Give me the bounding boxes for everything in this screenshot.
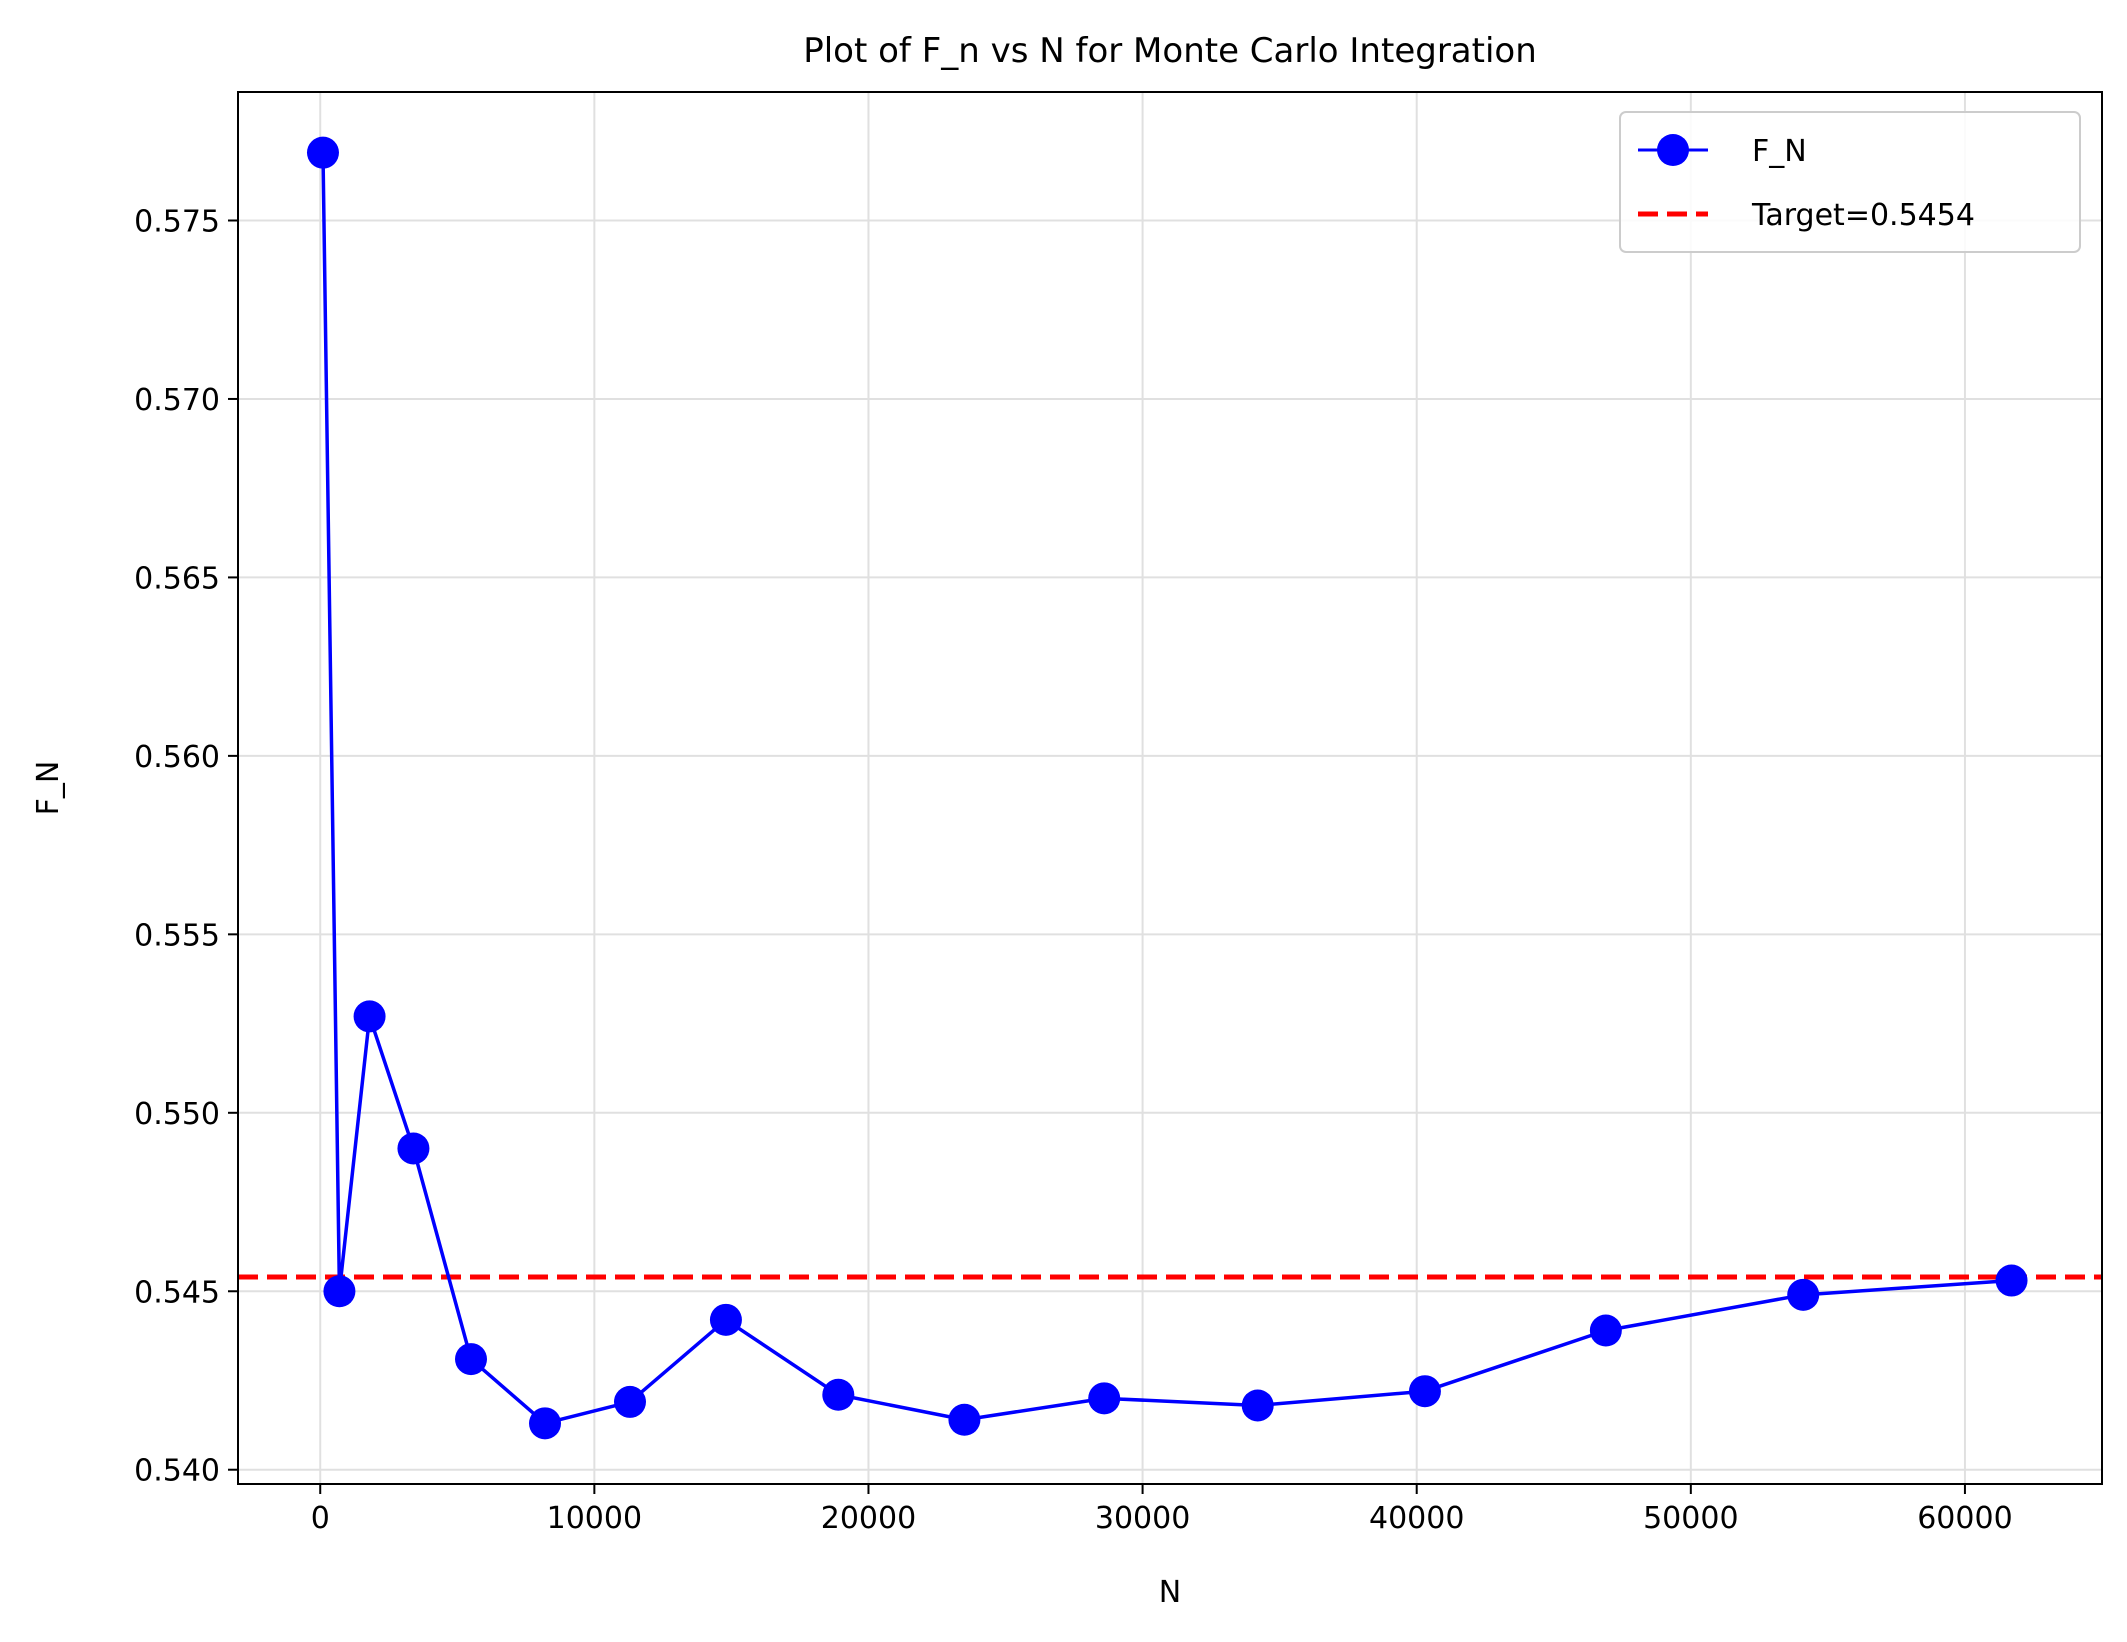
data-point xyxy=(1408,1375,1441,1408)
x-tick-label: 50000 xyxy=(1643,1501,1738,1536)
data-point xyxy=(709,1303,742,1336)
y-axis-label: F_N xyxy=(31,761,66,816)
data-point xyxy=(948,1403,981,1436)
y-axis-ticks: 0.540 0.545 0.550 0.555 0.560 0.565 0.570 0.575 xyxy=(134,204,238,1489)
legend-series-label: F_N xyxy=(1752,134,1807,169)
data-point xyxy=(529,1407,562,1440)
y-tick-label: 0.540 xyxy=(134,1454,220,1489)
data-point xyxy=(1787,1278,1820,1311)
x-axis-label: N xyxy=(1159,1575,1181,1610)
y-tick-label: 0.570 xyxy=(134,383,220,418)
data-point xyxy=(822,1378,855,1411)
plot-frame xyxy=(237,91,2103,1485)
data-point xyxy=(1241,1389,1274,1422)
x-tick-label: 40000 xyxy=(1369,1501,1464,1536)
data-point xyxy=(323,1275,356,1308)
data-point xyxy=(455,1343,487,1376)
legend-box xyxy=(1619,111,2081,253)
series-line xyxy=(321,152,2012,1426)
data-point xyxy=(1995,1264,2028,1297)
data-point xyxy=(613,1385,646,1418)
x-axis-ticks: 0 10000 20000 30000 40000 50000 60000 xyxy=(311,1484,2013,1536)
y-tick-label: 0.550 xyxy=(134,1097,220,1132)
x-tick-label: 20000 xyxy=(821,1501,916,1536)
x-tick-label: 30000 xyxy=(1095,1501,1190,1536)
data-point xyxy=(1589,1314,1622,1347)
data-point xyxy=(397,1132,430,1165)
data-point xyxy=(1088,1382,1121,1415)
y-tick-label: 0.560 xyxy=(134,740,220,775)
y-tick-label: 0.545 xyxy=(134,1275,220,1310)
y-tick-label: 0.575 xyxy=(134,204,220,239)
x-tick-label: 0 xyxy=(311,1501,330,1536)
chart-title: Plot of F_n vs N for Monte Carlo Integra… xyxy=(803,31,1537,71)
data-point xyxy=(306,136,339,169)
x-tick-label: 10000 xyxy=(547,1501,642,1536)
legend-series-marker xyxy=(1657,134,1689,166)
series-group xyxy=(306,136,2028,1440)
grid xyxy=(238,92,2102,1484)
data-point xyxy=(353,1000,386,1033)
legend-target-label: Target=0.5454 xyxy=(1751,198,1975,233)
y-tick-label: 0.555 xyxy=(134,918,220,953)
y-tick-label: 0.565 xyxy=(134,561,220,596)
legend: F_N Target=0.5454 xyxy=(1619,111,2081,253)
x-tick-label: 60000 xyxy=(1917,1501,2012,1536)
